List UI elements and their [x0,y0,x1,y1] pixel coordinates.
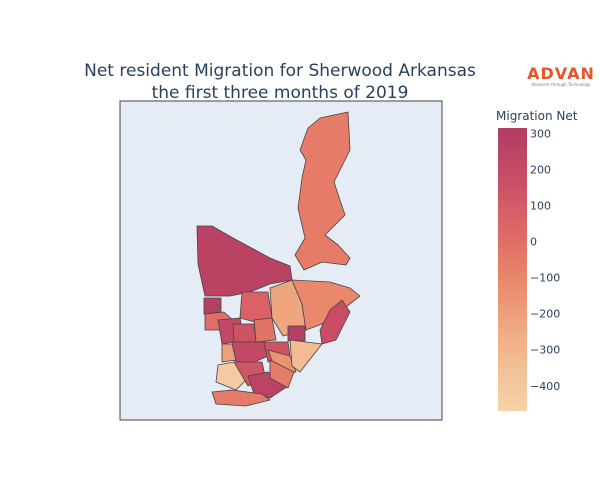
colorbar-title: Migration Net [496,109,578,123]
colorbar-tick-label: 0 [530,236,537,249]
logo-tagline: Research through Technology [531,82,591,87]
tract-regions [196,111,361,407]
chart-title: Net resident Migration for Sherwood Arka… [60,60,500,104]
colorbar-tick-label: 200 [530,163,551,176]
region-central-c-tract[interactable] [253,317,277,343]
colorbar-ticks: 300 200 100 0 −100 −200 −300 −400 [530,127,560,392]
colorbar-tick-label: −300 [530,344,560,357]
region-central-b-tract[interactable] [232,323,257,343]
advan-logo: ADVAN Research through Technology [526,66,596,88]
region-central-north-tract[interactable] [239,291,273,323]
logo-wordmark: ADVAN [527,64,595,83]
region-northwest-tract[interactable] [196,225,293,297]
colorbar-tick-label: 100 [530,200,551,213]
colorbar-tick-label: 300 [530,127,551,140]
region-far-east-tract[interactable] [319,299,351,345]
colorbar-tick-label: −100 [530,272,560,285]
region-north-tract[interactable] [294,111,351,271]
colorbar-tick-label: −400 [530,380,560,393]
colorbar-tick-label: −200 [530,308,560,321]
region-small-dark-tract[interactable] [287,325,306,342]
chart-title-line2: the first three months of 2019 [151,83,409,103]
chart-title-line1: Net resident Migration for Sherwood Arka… [84,61,476,81]
region-west-notch-tract[interactable] [203,297,222,315]
region-southeast-tract[interactable] [289,339,323,373]
region-mid-west-tract[interactable] [221,343,237,363]
region-bottom-tract[interactable] [211,389,271,407]
region-south-b-tract[interactable] [247,371,289,399]
region-south-c-tract[interactable] [269,359,295,389]
colorbar [498,128,527,411]
